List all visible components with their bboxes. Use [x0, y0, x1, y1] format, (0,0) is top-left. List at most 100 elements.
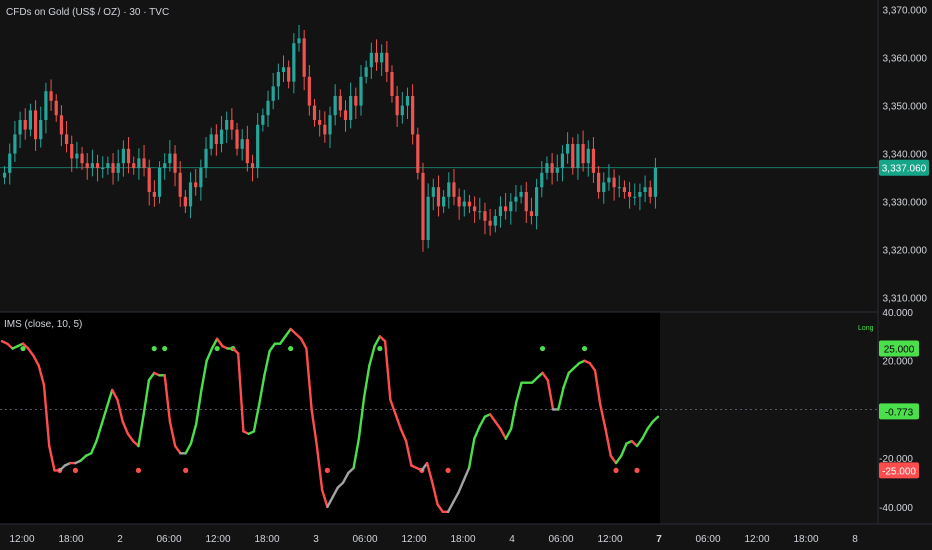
price-candle[interactable] [70, 135, 74, 172]
price-candle[interactable] [581, 130, 585, 172]
price-candle[interactable] [194, 168, 198, 196]
price-candle[interactable] [225, 111, 229, 144]
price-candle[interactable] [411, 84, 415, 145]
price-candle[interactable] [359, 65, 363, 116]
price-candle[interactable] [545, 156, 549, 180]
price-candle[interactable] [137, 148, 141, 180]
ims-line[interactable] [0, 327, 660, 514]
price-candle[interactable] [473, 196, 477, 223]
price-candle[interactable] [478, 197, 482, 220]
price-candle[interactable] [395, 85, 399, 127]
price-candle[interactable] [8, 143, 12, 185]
price-candle[interactable] [101, 156, 105, 179]
price-candle[interactable] [188, 172, 193, 219]
price-candle[interactable] [116, 149, 120, 182]
price-candle[interactable] [648, 180, 652, 204]
ims-axis[interactable]: 40.000 20.000 -20.000 -40.000 25.000 -25.000 -… [879, 308, 919, 514]
price-candle[interactable] [54, 94, 58, 122]
price-candle[interactable] [323, 111, 327, 143]
price-candle[interactable] [643, 175, 647, 203]
price-candle[interactable] [535, 178, 539, 230]
price-candle[interactable] [467, 194, 472, 214]
price-candle[interactable] [49, 79, 53, 111]
price-candle[interactable] [338, 89, 342, 118]
ims-lower-level-badge[interactable]: -25.000 [879, 462, 919, 479]
price-candle[interactable] [266, 90, 270, 127]
price-candle[interactable] [59, 105, 64, 147]
price-candle[interactable] [152, 180, 156, 207]
price-candle[interactable] [390, 65, 394, 103]
price-candle[interactable] [385, 41, 389, 83]
price-candle[interactable] [431, 178, 435, 211]
price-candle[interactable] [436, 175, 441, 217]
price-candle[interactable] [591, 137, 596, 183]
price-candle[interactable] [462, 189, 466, 217]
price-candle[interactable] [550, 153, 554, 185]
price-candle[interactable] [178, 161, 182, 207]
price-candle[interactable] [576, 133, 580, 180]
price-candle[interactable] [374, 39, 379, 71]
price-candle[interactable] [364, 60, 368, 84]
price-candle[interactable] [132, 156, 136, 175]
price-candle[interactable] [64, 120, 69, 153]
price-candle[interactable] [328, 106, 332, 148]
price-candle[interactable] [653, 157, 658, 209]
price-candle[interactable] [602, 172, 606, 204]
price-candle[interactable] [509, 193, 513, 225]
price-candle[interactable] [250, 154, 255, 182]
price-candle[interactable] [519, 185, 523, 204]
price-candle[interactable] [168, 140, 172, 172]
price-candle[interactable] [44, 82, 48, 134]
price-candle[interactable] [276, 63, 280, 100]
price-candle[interactable] [214, 124, 218, 156]
price-candle[interactable] [607, 164, 611, 191]
price-candle[interactable] [157, 161, 162, 204]
price-candle[interactable] [416, 127, 420, 180]
price-candle[interactable] [586, 140, 590, 177]
price-candle[interactable] [493, 209, 497, 233]
price-candle[interactable] [318, 109, 322, 137]
price-candle[interactable] [405, 87, 410, 120]
price-candle[interactable] [612, 169, 616, 201]
price-candle[interactable] [95, 154, 100, 182]
price-candle[interactable] [292, 33, 296, 94]
ims-upper-level-badge[interactable]: 25.000 [879, 340, 919, 357]
price-candle[interactable] [111, 153, 115, 185]
price-candle[interactable] [261, 108, 265, 132]
price-candle[interactable] [126, 137, 131, 174]
price-candle[interactable] [28, 103, 33, 137]
price-candle[interactable] [106, 156, 110, 175]
price-candle[interactable] [529, 197, 534, 225]
price-candle[interactable] [245, 125, 249, 172]
price-candle[interactable] [271, 72, 275, 110]
price-candle[interactable] [442, 190, 446, 214]
price-candle[interactable] [204, 137, 208, 179]
price-candles[interactable] [2, 24, 658, 252]
price-candle[interactable] [142, 144, 146, 177]
price-candle[interactable] [281, 55, 286, 83]
price-candle[interactable] [307, 65, 311, 116]
ims-current-badge[interactable]: -0.773 [879, 403, 919, 420]
price-candle[interactable] [173, 145, 177, 187]
price-candle[interactable] [488, 209, 492, 236]
price-candle[interactable] [571, 137, 575, 175]
price-candle[interactable] [302, 30, 306, 91]
price-candle[interactable] [638, 183, 642, 211]
price-candle[interactable] [369, 42, 373, 79]
price-candle[interactable] [199, 159, 203, 201]
price-candle[interactable] [163, 153, 167, 180]
price-candle[interactable] [90, 149, 94, 177]
price-candle[interactable] [633, 183, 637, 206]
price-axis[interactable]: 3,370.000 3,360.000 3,350.000 3,340.000 3,33… [879, 6, 929, 305]
last-price-badge[interactable]: 3,337.060 [879, 159, 929, 176]
price-candle[interactable] [617, 175, 621, 198]
price-candle[interactable] [219, 116, 224, 153]
price-candle[interactable] [555, 154, 559, 182]
price-candle[interactable] [23, 108, 27, 140]
price-candle[interactable] [230, 108, 234, 140]
price-candle[interactable] [514, 185, 518, 212]
price-candle[interactable] [2, 166, 7, 185]
price-candle[interactable] [452, 168, 456, 206]
price-candle[interactable] [421, 162, 425, 252]
price-candle[interactable] [380, 44, 384, 76]
